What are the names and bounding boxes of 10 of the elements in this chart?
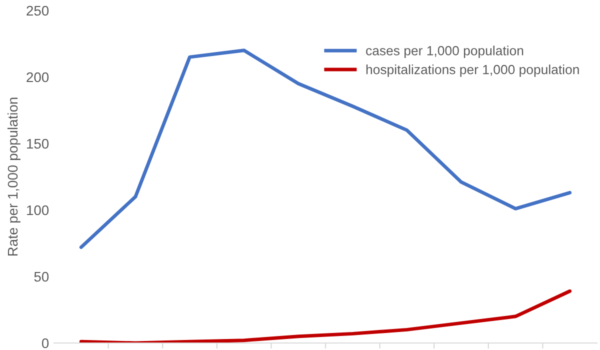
y-tick-label: 250 bbox=[26, 6, 49, 16]
y-tick-label: 50 bbox=[34, 272, 49, 282]
legend-label: cases per 1,000 population bbox=[366, 46, 524, 58]
y-tick-label: 200 bbox=[26, 72, 49, 82]
y-axis-title: Rate per 1,000 population bbox=[7, 98, 20, 256]
line-series bbox=[79, 289, 572, 343]
y-tick-label: 100 bbox=[27, 205, 49, 216]
legend-label: hospitalizations per 1,000 population bbox=[366, 64, 579, 77]
y-tick-label: 150 bbox=[27, 138, 49, 149]
y-tick-label: 0 bbox=[42, 338, 49, 348]
